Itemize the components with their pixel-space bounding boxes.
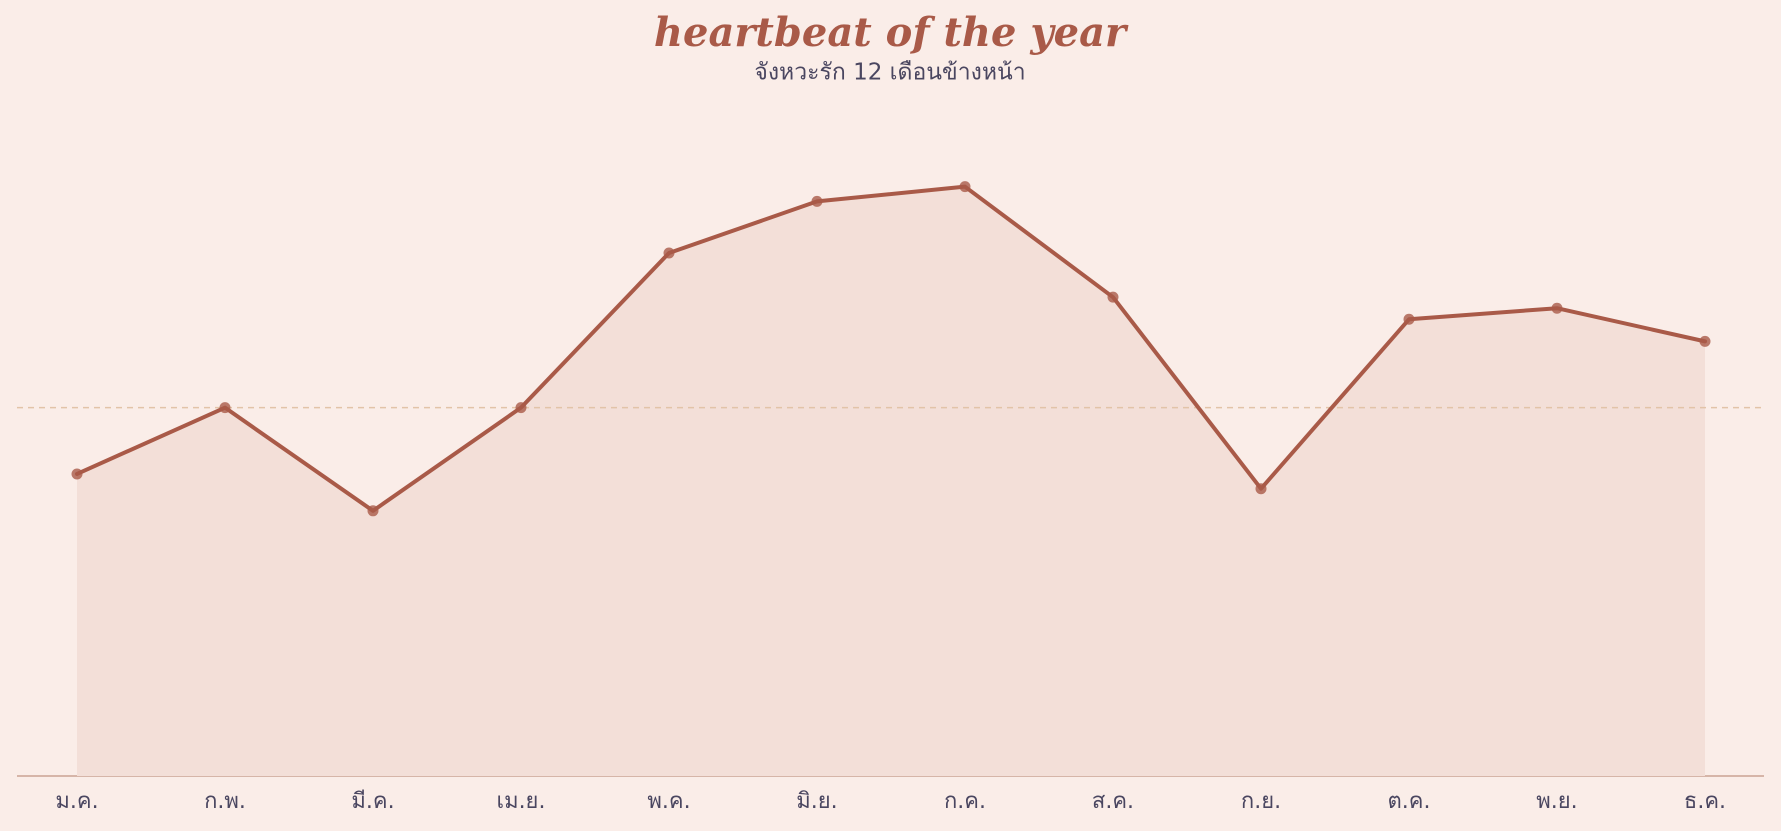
area (77, 186, 1705, 776)
x-tick-label: ก.ค. (944, 789, 986, 814)
x-tick-label: ม.ค. (55, 789, 98, 814)
point (1699, 335, 1711, 347)
point (1551, 302, 1563, 314)
point (71, 468, 83, 480)
x-tick-label: มิ.ย. (796, 789, 837, 814)
x-tick-label: ก.ย. (1241, 789, 1281, 814)
chart-title: heartbeat of the year (654, 9, 1129, 56)
x-tick-label: ก.พ. (204, 789, 246, 814)
point (515, 402, 527, 414)
point (219, 402, 231, 414)
x-tick-label: มี.ค. (351, 789, 394, 814)
point (1403, 313, 1415, 325)
x-tick-label: พ.ย. (1536, 789, 1577, 814)
line (75, 184, 1707, 513)
x-tick-label: ส.ค. (1092, 789, 1134, 814)
x-tick-label: ธ.ค. (1684, 789, 1726, 814)
point (367, 505, 379, 517)
x-tick-label: ต.ค. (1388, 789, 1431, 814)
point (959, 181, 971, 193)
point (1255, 483, 1267, 495)
x-tick-label: เม.ย. (497, 789, 546, 814)
x-tick-label: พ.ค. (647, 789, 690, 814)
point (663, 247, 675, 259)
chart-subtitle: จังหวะรัก 12 เดือนข้างหน้า (754, 60, 1025, 86)
point (811, 195, 823, 207)
point (1107, 291, 1119, 303)
